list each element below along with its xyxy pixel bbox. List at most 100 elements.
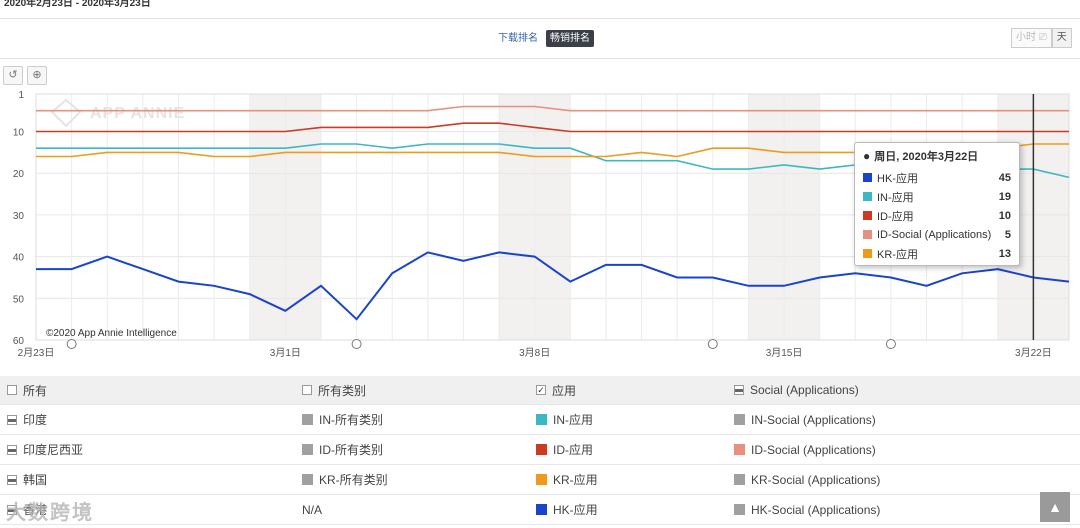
checkbox-icon [7, 385, 17, 395]
legend-all-categories[interactable]: N/A [302, 495, 322, 524]
y-tick-label: 10 [13, 128, 25, 139]
app-annie-logo-icon [50, 98, 82, 128]
series-swatch [734, 414, 745, 425]
watermark-logo: 大数跨境 [6, 502, 94, 524]
partial-check-icon [7, 414, 17, 425]
social-checkbox[interactable]: Social (Applications) [734, 376, 859, 404]
reset-zoom-icon[interactable]: ↺ [3, 66, 23, 85]
legend-apps[interactable]: HK-应用 [536, 495, 598, 524]
tooltip-series-name: IN-应用 [877, 191, 914, 204]
granularity-toggle: 小时 ⎚ 天 [1011, 28, 1072, 48]
series-swatch [536, 474, 547, 485]
series-swatch [734, 444, 745, 455]
legend-row: 印度尼西亚 ID-所有类别 ID-应用 ID-Social (Applications… [0, 435, 1080, 465]
y-tick-label: 30 [13, 211, 25, 222]
tooltip-value: 19 [998, 190, 1011, 203]
legend-all-categories[interactable]: KR-所有类别 [302, 465, 388, 494]
legend-label: 印度 [23, 413, 48, 427]
series-swatch [863, 211, 872, 220]
legend-all-categories[interactable]: ID-所有类别 [302, 435, 383, 464]
back-to-top-button[interactable]: ▲ [1040, 492, 1070, 522]
date-range: 2020年2月23日 - 2020年3月23日 [4, 0, 151, 9]
legend-label: 韩国 [23, 473, 48, 487]
series-swatch [734, 474, 745, 485]
y-tick-label: 20 [13, 169, 25, 180]
event-marker-icon [707, 339, 718, 349]
country-toggle[interactable]: 香港 [7, 495, 47, 524]
event-marker-icon [885, 339, 896, 349]
checkbox-icon [302, 385, 312, 395]
tooltip-value: 10 [998, 209, 1011, 222]
legend-label: ID-所有类别 [319, 443, 383, 457]
series-line [36, 251, 1070, 321]
legend-header-row: 所有 所有类别 ✓ 应用 Social (Applications) [0, 376, 1080, 405]
legend-label: KR-所有类别 [319, 473, 388, 487]
tooltip-value: 5 [1004, 228, 1011, 241]
series-swatch [302, 444, 313, 455]
apps-checkbox[interactable]: ✓ 应用 [536, 383, 577, 398]
tooltip-row: HK-应用 45 [863, 168, 1011, 187]
event-marker-icon [66, 339, 77, 349]
chart-watermark: APP ANNIE [90, 105, 185, 122]
tooltip-row: ID-Social (Applications) 5 [863, 225, 1011, 244]
legend-label: KR-应用 [553, 473, 598, 487]
country-toggle[interactable]: 印度 [7, 405, 47, 434]
legend-apps[interactable]: ID-应用 [536, 435, 593, 464]
series-swatch [536, 504, 547, 515]
arrow-up-icon: ▲ [1048, 499, 1062, 515]
country-toggle[interactable]: 印度尼西亚 [7, 435, 83, 464]
series-swatch [302, 474, 313, 485]
x-tick-label: 3月1日 [270, 347, 301, 359]
legend-apps[interactable]: IN-应用 [536, 405, 593, 434]
series-swatch [536, 444, 547, 455]
tooltip-row: KR-应用 13 [863, 244, 1011, 263]
select-all-checkbox[interactable]: 所有 [7, 376, 47, 404]
chart-credit: ©2020 App Annie Intelligence [46, 328, 177, 339]
legend-row: 印度 IN-所有类别 IN-应用 IN-Social (Applications) [0, 405, 1080, 435]
series-swatch [536, 414, 547, 425]
chart-tooltip: ● 周日, 2020年3月22日 HK-应用 45 IN-应用 19 ID-应用 10 ID… [854, 142, 1020, 266]
download-rank-tab[interactable]: 下载排名 [498, 33, 538, 44]
zoom-icon[interactable]: ⊕ [27, 66, 47, 85]
legend-label: HK-Social (Applications) [751, 502, 881, 517]
series-swatch [734, 504, 745, 515]
tooltip-series-name: HK-应用 [877, 172, 918, 185]
partial-check-icon [734, 385, 744, 395]
revenue-rank-tab[interactable]: 畅销排名 [546, 30, 594, 47]
day-button[interactable]: 天 [1051, 28, 1072, 48]
partial-check-icon [7, 444, 17, 455]
legend-all-categories[interactable]: IN-所有类别 [302, 405, 383, 434]
divider [0, 18, 1080, 19]
legend-label: N/A [302, 502, 323, 517]
legend-row: 香港 N/A HK-应用 HK-Social (Applications) [0, 495, 1080, 525]
all-categories-checkbox[interactable]: 所有类别 [302, 376, 366, 404]
legend-label: IN-所有类别 [319, 413, 383, 427]
legend-label: IN-Social (Applications) [751, 412, 876, 427]
series-swatch [863, 230, 872, 239]
y-tick-label: 40 [13, 253, 25, 264]
legend-social[interactable]: IN-Social (Applications) [734, 405, 876, 434]
legend-social[interactable]: KR-Social (Applications) [734, 465, 880, 494]
event-marker-icon [351, 339, 362, 349]
rank-type-toggle: 下载排名 畅销排名 [494, 30, 594, 47]
legend-label: KR-Social (Applications) [751, 472, 881, 487]
hour-button[interactable]: 小时 ⎚ [1011, 28, 1052, 48]
y-tick-label: 60 [13, 336, 25, 347]
legend-social[interactable]: HK-Social (Applications) [734, 495, 880, 524]
country-toggle[interactable]: 韩国 [7, 465, 47, 494]
series-swatch [863, 192, 872, 201]
tooltip-title: ● 周日, 2020年3月22日 [863, 149, 979, 163]
series-line [36, 105, 1069, 112]
legend-label: ID-应用 [553, 443, 593, 457]
legend-social[interactable]: ID-Social (Applications) [734, 435, 876, 464]
tooltip-value: 13 [998, 247, 1011, 260]
legend-apps[interactable]: KR-应用 [536, 465, 598, 494]
legend-label: HK-应用 [553, 503, 598, 517]
tooltip-series-name: ID-Social (Applications) [877, 228, 992, 241]
legend-label: 香港 [23, 503, 48, 517]
globe-icon: ● [863, 149, 871, 163]
series-line [36, 122, 1069, 133]
tooltip-series-name: KR-应用 [877, 248, 918, 261]
divider [0, 58, 1080, 59]
